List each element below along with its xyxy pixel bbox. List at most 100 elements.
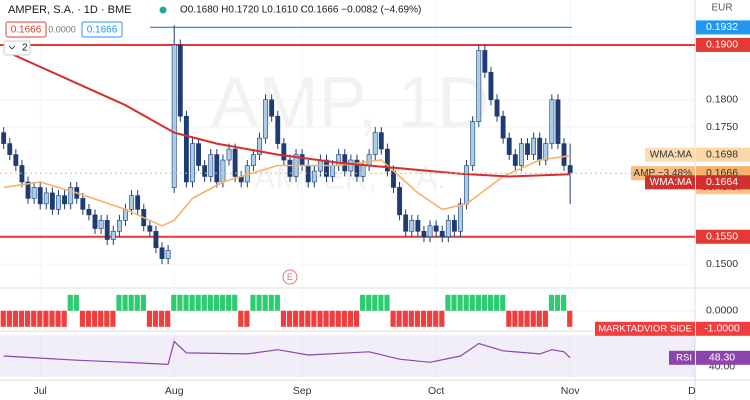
signal-bar <box>548 294 555 311</box>
signal-bar <box>165 310 171 327</box>
candle-body <box>269 99 275 117</box>
candle-body <box>458 203 463 232</box>
candle-body <box>220 159 226 183</box>
signal-bar <box>378 294 384 311</box>
signal-bar <box>494 294 500 311</box>
candle-body <box>135 195 141 210</box>
signal-bar <box>183 294 189 311</box>
signal-bar <box>347 310 354 327</box>
header-bg <box>0 0 175 18</box>
candle-body <box>275 115 281 144</box>
toolbar-box[interactable] <box>5 21 47 38</box>
level-tag <box>696 20 750 35</box>
indicator-toggle[interactable] <box>3 40 31 56</box>
signal-bar <box>140 294 146 311</box>
signal-bar <box>256 294 262 311</box>
signal-bar <box>226 294 232 311</box>
candle-body <box>287 159 293 177</box>
x-tick-label: Aug <box>165 385 184 397</box>
signal-bar <box>0 310 6 327</box>
candle-body <box>549 99 555 144</box>
price-label: 0.1698 <box>706 148 738 160</box>
level-label: 0.1932 <box>706 21 738 33</box>
signal-bar <box>146 310 153 327</box>
signal-bar <box>451 294 457 311</box>
signal-bar <box>390 310 396 327</box>
candle-body <box>451 220 457 232</box>
signal-bar <box>49 310 55 327</box>
signal-bar <box>408 310 414 327</box>
indicator-count[interactable]: 2 <box>22 43 28 54</box>
signal-bar <box>506 310 512 327</box>
candle-body <box>409 220 415 232</box>
pane-last-bg <box>696 321 750 336</box>
signal-bar <box>25 310 31 327</box>
candle-body <box>464 165 470 205</box>
candle-body <box>415 220 421 232</box>
candle-body <box>360 165 366 177</box>
symbol-title: AMPER, S.A. · 1D · BME <box>8 4 131 16</box>
signal-bar <box>232 294 238 311</box>
x-tick-label: Nov <box>561 385 580 397</box>
signal-bar <box>463 294 469 311</box>
signal-bar <box>414 310 421 327</box>
candle-body <box>208 154 214 177</box>
candle-body <box>433 225 439 232</box>
x-tick-label: Jul <box>33 385 46 397</box>
signal-bar <box>73 294 79 311</box>
signal-bar <box>98 310 104 327</box>
candle-body <box>421 230 427 238</box>
candle-body <box>403 214 409 232</box>
candle-body <box>31 187 37 199</box>
candle-body <box>281 143 287 161</box>
y-tick-label: 0.1500 <box>706 258 738 270</box>
candle-body <box>159 247 165 259</box>
pane-last-bg <box>696 350 750 365</box>
signal-bar <box>299 310 305 327</box>
signal-bar <box>6 310 12 327</box>
signal-bar <box>420 310 427 327</box>
level-label: 0.1550 <box>706 231 738 243</box>
pane-name-bg <box>669 350 695 365</box>
rsi-line <box>3 340 571 366</box>
toolbar-box[interactable] <box>81 21 123 38</box>
signal-bar <box>110 310 116 327</box>
signal-bar <box>85 310 92 327</box>
candle-body <box>311 170 317 183</box>
candle-body <box>482 50 488 73</box>
candle-body <box>299 154 305 166</box>
signal-bar <box>134 294 140 311</box>
price-label-bg <box>696 175 750 190</box>
candle-body <box>384 148 390 172</box>
candle-body <box>202 165 208 177</box>
signal-bar <box>567 310 573 327</box>
signal-bar <box>18 310 25 327</box>
candle-body <box>543 143 549 161</box>
x-tick-label: Sep <box>293 385 312 397</box>
signal-bar <box>329 310 335 327</box>
candle-body <box>56 195 61 210</box>
candle-body <box>19 165 25 183</box>
signal-bar <box>341 310 347 327</box>
pane-last-label: 48.30 <box>709 352 735 364</box>
candle-body <box>330 165 336 177</box>
signal-bar <box>500 294 506 311</box>
candle-body <box>7 143 13 155</box>
signal-bar <box>353 310 360 327</box>
signal-bar <box>128 294 134 311</box>
sell-price[interactable]: 0.1666 <box>11 25 42 36</box>
price-label-name: WMA:MA <box>650 149 693 160</box>
candle-body <box>494 99 500 117</box>
candle-body <box>49 192 55 210</box>
candle-body <box>86 209 92 216</box>
signal-bar <box>402 310 408 327</box>
price-label-name-bg <box>645 147 695 162</box>
event-marker <box>282 269 298 285</box>
signal-bar <box>366 294 372 311</box>
signal-bar <box>384 294 390 311</box>
candle-body <box>43 192 49 205</box>
buy-price[interactable]: 0.1666 <box>87 25 118 36</box>
level-tag <box>696 37 750 52</box>
signal-bar <box>262 294 268 311</box>
candle-body <box>512 154 518 166</box>
